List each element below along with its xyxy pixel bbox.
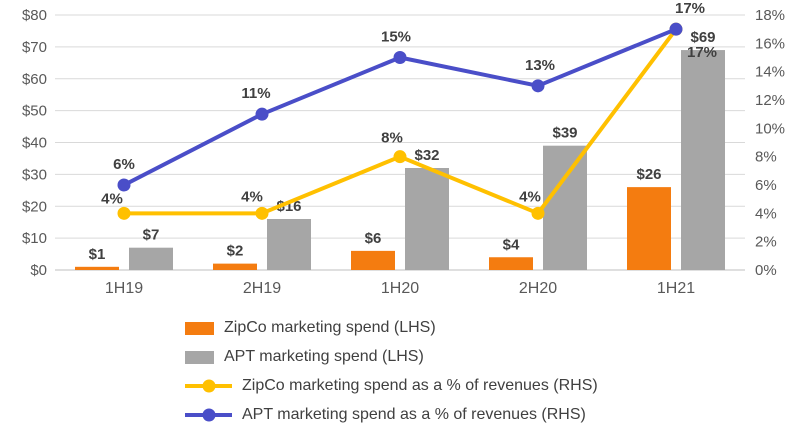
line-data-label: 6% [113, 156, 135, 173]
left-axis-tick-label: $50 [22, 103, 47, 120]
apt-line-swatch [185, 408, 232, 422]
left-axis-tick-label: $80 [22, 7, 47, 24]
x-axis-category-label: 1H19 [105, 280, 143, 297]
bar-data-label: $69 [690, 29, 715, 46]
bar-series-1 [543, 145, 587, 270]
legend-label: ZipCo marketing spend (LHS) [224, 319, 436, 336]
line-data-label: 4% [101, 190, 123, 207]
legend-item-apt-spend: APT marketing spend (LHS) [185, 346, 810, 368]
left-axis-tick-label: $20 [22, 198, 47, 215]
x-axis-category-label: 2H20 [519, 280, 557, 297]
bar-series-0 [351, 250, 395, 270]
bar-series-1 [267, 219, 311, 270]
chart-legend: ZipCo marketing spend (LHS) APT marketin… [185, 317, 810, 426]
legend-item-apt-pct: APT marketing spend as a % of revenues (… [185, 404, 810, 426]
x-axis-category-label: 2H19 [243, 280, 281, 297]
line-marker-icon [669, 22, 683, 36]
x-axis-category-label: 1H20 [381, 280, 419, 297]
line-marker-icon [393, 150, 407, 164]
bar-data-label: $32 [414, 147, 439, 164]
apt-line-marker-icon [202, 408, 215, 422]
left-axis-tick-label: $0 [30, 262, 47, 279]
bar-series-1 [405, 168, 449, 270]
bar-series-0 [213, 263, 257, 270]
zipco-line-marker-icon [202, 379, 215, 393]
bar-data-label: $39 [552, 125, 577, 142]
line-data-label: 11% [241, 85, 270, 102]
right-axis-tick-label: 4% [755, 205, 777, 222]
line-data-label: 15% [381, 29, 411, 46]
line-marker-icon [117, 178, 131, 192]
line-marker-icon [531, 206, 545, 220]
legend-label: ZipCo marketing spend as a % of revenues… [242, 377, 598, 394]
left-axis-tick-label: $40 [22, 135, 47, 152]
bar-data-label: $26 [636, 166, 661, 183]
right-axis-tick-label: 8% [755, 149, 777, 166]
bar-series-1 [681, 50, 725, 270]
line-marker-icon [255, 107, 269, 121]
line-data-label: 17% [675, 0, 705, 17]
right-axis-tick-label: 6% [755, 177, 777, 194]
bar-data-label: $6 [365, 230, 382, 247]
right-axis-tick-label: 10% [755, 120, 785, 137]
right-axis-tick-label: 2% [755, 234, 777, 251]
right-axis-tick-label: 16% [755, 35, 785, 52]
x-axis-category-label: 1H21 [657, 280, 695, 297]
line-marker-icon [393, 51, 407, 64]
apt-bar-swatch [185, 350, 214, 364]
right-axis-tick-label: 12% [755, 92, 785, 109]
left-axis-tick-label: $70 [22, 39, 47, 56]
bar-data-label: $4 [503, 236, 520, 253]
legend-item-zipco-spend: ZipCo marketing spend (LHS) [185, 317, 810, 339]
legend-label: APT marketing spend (LHS) [224, 348, 424, 365]
legend-item-zipco-pct: ZipCo marketing spend as a % of revenues… [185, 375, 810, 397]
bar-data-label: $2 [227, 243, 244, 260]
left-axis-tick-label: $10 [22, 230, 47, 247]
bar-series-0 [489, 257, 533, 270]
bar-data-label: $16 [276, 198, 301, 215]
left-axis-tick-label: $60 [22, 71, 47, 88]
bar-series-1 [129, 247, 173, 270]
line-data-label: 13% [525, 57, 555, 74]
line-data-label: 8% [381, 130, 403, 147]
right-axis-tick-label: 14% [755, 64, 785, 81]
right-axis-tick-label: 0% [755, 262, 777, 279]
bar-data-label: $7 [143, 227, 160, 244]
zipco-bar-swatch [185, 321, 214, 335]
legend-label: APT marketing spend as a % of revenues (… [242, 406, 586, 423]
line-marker-icon [531, 79, 545, 93]
bar-data-label: $1 [89, 246, 106, 263]
line-data-label: 4% [241, 188, 263, 205]
line-marker-icon [117, 206, 131, 220]
bar-series-0 [627, 187, 671, 270]
right-axis-tick-label: 18% [755, 7, 785, 24]
left-axis-tick-label: $30 [22, 166, 47, 183]
line-data-label: 4% [519, 188, 541, 205]
bar-series-0 [75, 266, 119, 270]
zipco-line-swatch [185, 379, 232, 393]
line-marker-icon [255, 206, 269, 220]
chart-canvas: $0 $10 $20 $30 $40 $50 $60 $70 $80 0% 2% 4% 6% 8% 10% 1… [22, 0, 785, 297]
line-data-label: 17% [687, 44, 717, 61]
